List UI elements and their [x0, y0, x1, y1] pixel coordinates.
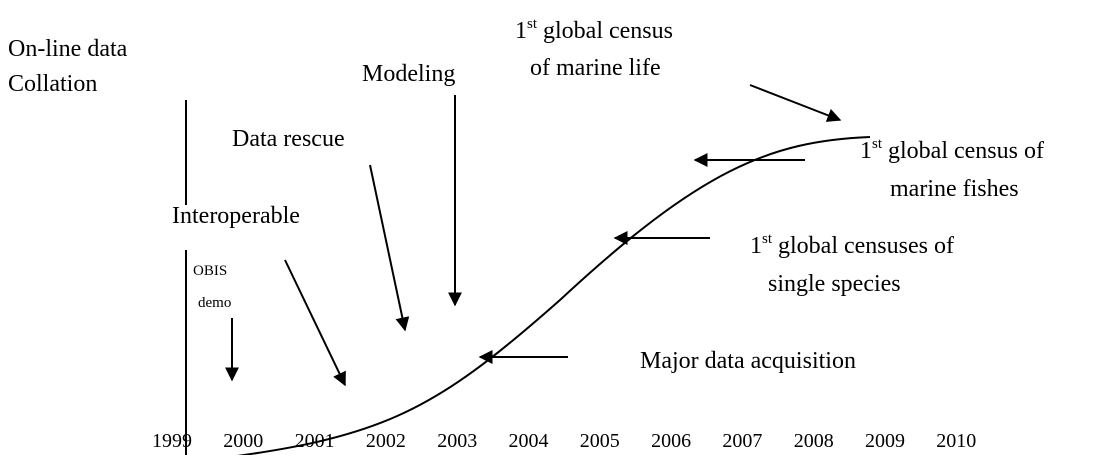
axis-label: Collation	[8, 71, 97, 97]
text-part: 1	[515, 18, 527, 44]
text-part: marine fishes	[890, 176, 1019, 202]
arrow	[369, 164, 410, 332]
year-label: 2007	[722, 430, 762, 452]
text-part: single species	[768, 271, 901, 297]
annotation-text: Modeling	[362, 61, 455, 87]
year-label: 2005	[580, 430, 620, 452]
axis-label: On-line data	[8, 36, 128, 62]
text-part: Data rescue	[232, 126, 345, 152]
year-label: 2006	[651, 430, 691, 452]
annotation-text: 1st global census	[515, 16, 673, 44]
text-part: 1	[860, 138, 872, 164]
text-part: global census of	[882, 138, 1044, 164]
year-label: 2004	[509, 430, 549, 452]
year-label: 2002	[366, 430, 406, 452]
annotation-text: OBIS	[193, 263, 227, 279]
annotation-text: demo	[198, 295, 231, 311]
year-label: 2003	[437, 430, 477, 452]
year-label: 2008	[794, 430, 834, 452]
text-part: Major data acquisition	[640, 348, 856, 374]
annotation-text: 1st global censuses of	[750, 231, 954, 259]
year-label: 2000	[223, 430, 263, 452]
text-part: of marine life	[530, 55, 661, 81]
annotation-text: 1st global census of	[860, 136, 1044, 164]
text-part: demo	[198, 295, 231, 311]
annotation-text: Major data acquisition	[640, 348, 856, 374]
year-label: 2001	[295, 430, 335, 452]
text-part: OBIS	[193, 263, 227, 279]
text-part: Interoperable	[172, 203, 300, 229]
annotation-text: of marine life	[530, 55, 661, 81]
text-part: global censuses of	[772, 233, 954, 259]
arrow	[284, 259, 346, 387]
text-part: global census	[537, 18, 673, 44]
annotation-text: Data rescue	[232, 126, 345, 152]
superscript: st	[762, 231, 773, 247]
text-part: Modeling	[362, 61, 455, 87]
superscript: st	[872, 136, 883, 152]
year-label: 1999	[152, 430, 192, 452]
annotation-text: marine fishes	[890, 176, 1019, 202]
growth-curve	[237, 136, 871, 455]
annotation-text: Interoperable	[172, 203, 300, 229]
year-label: 2009	[865, 430, 905, 452]
arrow	[749, 84, 842, 122]
superscript: st	[527, 16, 538, 32]
year-label: 2010	[936, 430, 976, 452]
text-part: 1	[750, 233, 762, 259]
annotation-text: single species	[768, 271, 901, 297]
